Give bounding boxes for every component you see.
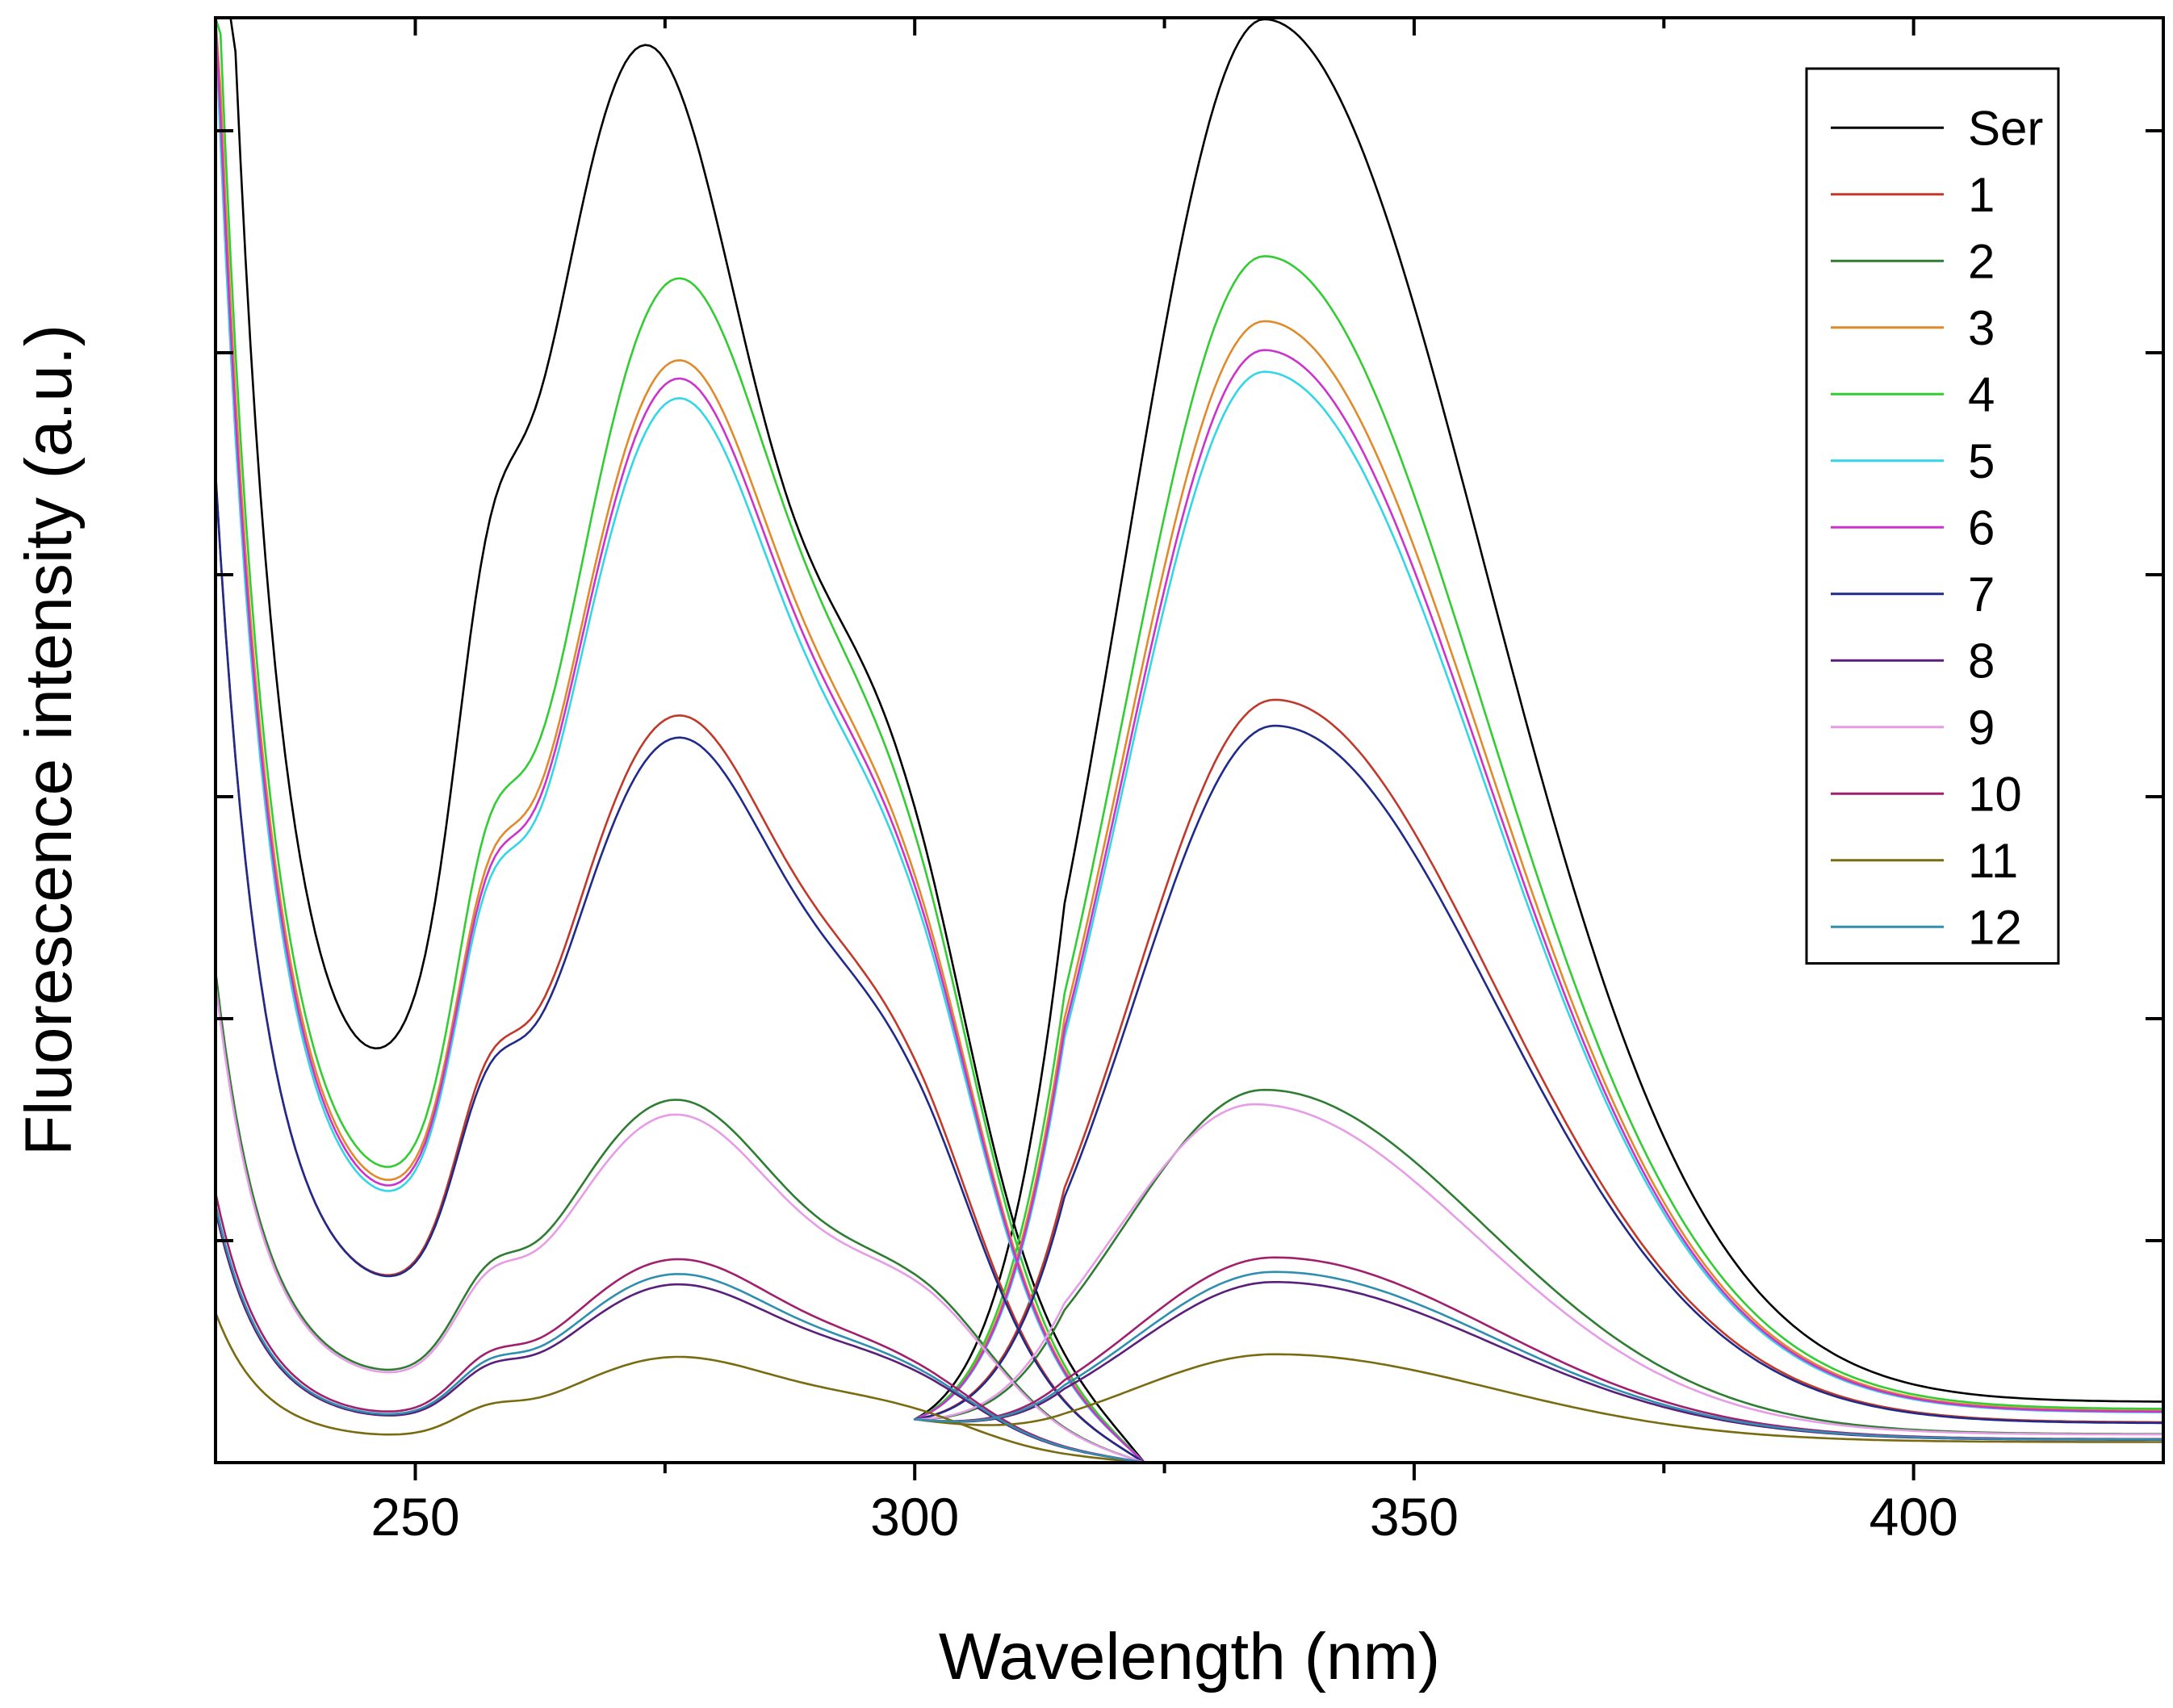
legend-item: Ser — [1831, 101, 2043, 155]
x-axis-title: Wavelength (nm) — [939, 1620, 1440, 1693]
emission-line-Ser — [913, 18, 2165, 1421]
excitation-line-5 — [214, 22, 1166, 1464]
series-4 — [214, 16, 2165, 1464]
excitation-line-3 — [214, 16, 1166, 1464]
emission-line-2 — [913, 1088, 2165, 1435]
x-tick-label: 350 — [1370, 1487, 1459, 1547]
y-axis-title: Fluorescence intensity (a.u.) — [12, 324, 86, 1156]
legend-label: 9 — [1968, 701, 1995, 755]
excitation-line-12 — [214, 1204, 1166, 1464]
plot-frame — [214, 16, 2165, 1464]
excitation-line-2 — [214, 969, 1166, 1464]
legend-box — [1805, 67, 2060, 965]
legend-item: 10 — [1831, 767, 2022, 821]
legend-item: 3 — [1831, 301, 1995, 355]
emission-line-7 — [913, 724, 2165, 1425]
x-tick-label: 400 — [1869, 1487, 1958, 1547]
excitation-line-6 — [214, 16, 1166, 1464]
emission-line-12 — [913, 1271, 2165, 1441]
legend-label: 8 — [1968, 634, 1995, 688]
excitation-line-9 — [214, 982, 1166, 1464]
legend-label: 5 — [1968, 434, 1995, 488]
emission-line-9 — [913, 1103, 2165, 1436]
series-7 — [214, 471, 2165, 1464]
legend-item: 9 — [1831, 701, 1995, 755]
plot-series — [214, 16, 2165, 1464]
x-tick-label: 250 — [371, 1487, 459, 1547]
series-12 — [214, 1204, 2165, 1464]
legend-label: 2 — [1968, 234, 1995, 288]
emission-line-4 — [913, 255, 2165, 1421]
legend-label: 12 — [1968, 900, 2022, 954]
series-8 — [214, 1209, 2165, 1464]
excitation-line-10 — [214, 1191, 1166, 1464]
series-11 — [214, 1311, 2165, 1464]
legend-label: 11 — [1968, 834, 2018, 888]
series-10 — [214, 1191, 2165, 1464]
legend-item: 5 — [1831, 434, 1995, 488]
excitation-line-Ser — [214, 16, 1166, 1464]
series-9 — [214, 982, 2165, 1464]
legend-label: 1 — [1968, 168, 1995, 222]
emission-line-3 — [913, 320, 2165, 1421]
x-tick-label: 300 — [870, 1487, 959, 1547]
excitation-line-11 — [214, 1311, 1166, 1464]
legend-item: 4 — [1831, 367, 1995, 421]
legend-item: 11 — [1831, 834, 2018, 888]
legend-item: 8 — [1831, 634, 1995, 688]
legend-label: 3 — [1968, 301, 1995, 355]
series-6 — [214, 16, 2165, 1464]
legend-item: 12 — [1831, 900, 2022, 954]
legend-item: 1 — [1831, 168, 1995, 222]
x-tick-labels: 250 300 350 400 — [371, 1487, 1957, 1547]
legend-item: 7 — [1831, 567, 1995, 622]
series-Ser — [214, 16, 2165, 1464]
emission-line-6 — [913, 349, 2165, 1421]
legend-item: 2 — [1831, 234, 1995, 288]
legend-label: 6 — [1968, 500, 1995, 555]
excitation-line-1 — [214, 471, 1166, 1464]
series-3 — [214, 16, 2165, 1464]
excitation-line-4 — [214, 16, 1166, 1464]
legend-label: 7 — [1968, 567, 1995, 622]
axis-ticks — [216, 18, 2163, 1480]
legend-label: 4 — [1968, 367, 1995, 421]
legend-label: 10 — [1968, 767, 2022, 821]
legend-label: Ser — [1968, 101, 2043, 155]
excitation-line-7 — [214, 471, 1166, 1464]
emission-line-11 — [913, 1353, 2165, 1443]
legend-item: 6 — [1831, 500, 1995, 555]
